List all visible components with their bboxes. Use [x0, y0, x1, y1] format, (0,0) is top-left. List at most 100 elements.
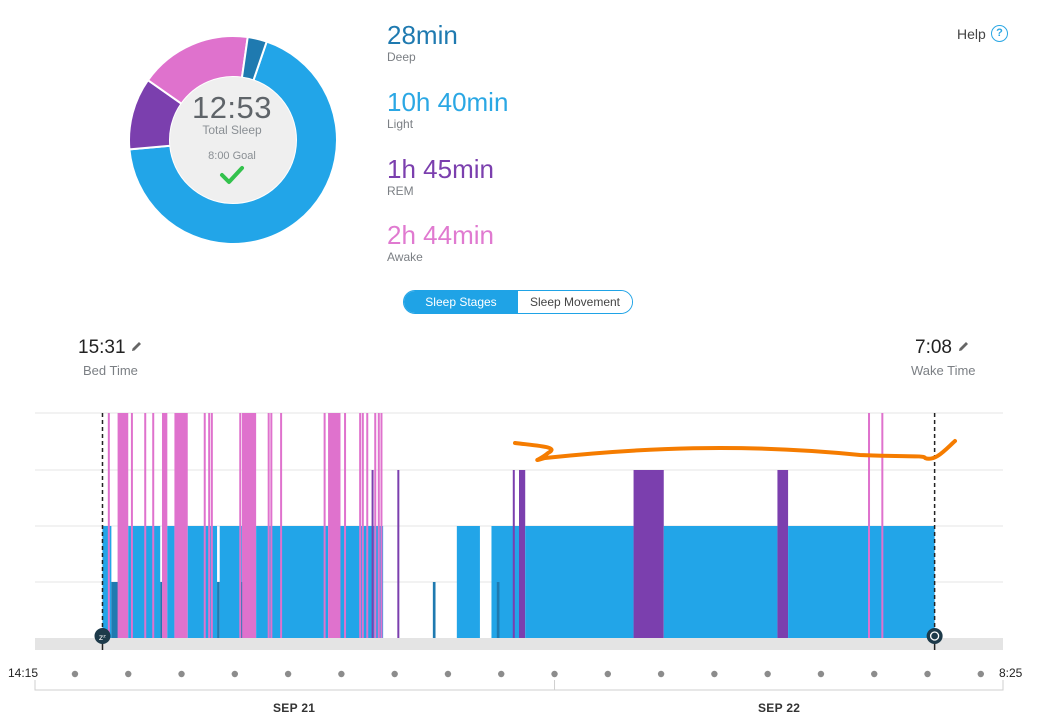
segment-deep-1: [111, 582, 120, 638]
segment-rem-19: [633, 470, 664, 638]
hour-tick-13: [764, 670, 771, 678]
rem-bit-2: [512, 470, 515, 638]
awake-spike-13: [270, 413, 273, 638]
question-circle-icon[interactable]: ?: [991, 25, 1008, 42]
orange-annotation-stroke: [513, 439, 957, 463]
sleep-zz-icon: [94, 628, 111, 644]
awake-spike-15: [323, 413, 326, 638]
segment-rem-17: [519, 470, 526, 638]
edit-bed-time-pencil-icon[interactable]: [130, 340, 143, 353]
total-sleep-label: Total Sleep: [202, 123, 262, 137]
awake-spike-2: [130, 413, 133, 638]
sleep-donut-chart: [128, 35, 338, 245]
awake-spike-12: [267, 413, 270, 638]
segment-light-20: [663, 526, 778, 638]
segment-light-16: [491, 526, 519, 638]
donut-center: [170, 77, 296, 203]
axis-end-time: 8:25: [999, 666, 1023, 680]
awake-spike-0: [107, 413, 110, 638]
awake-spike-10: [239, 413, 242, 638]
hour-tick-12: [711, 670, 718, 678]
awake-spike-9: [210, 413, 213, 638]
segment-awake-13: [328, 413, 341, 638]
hour-tick-2: [178, 670, 185, 678]
bed-time-value[interactable]: 15:31: [78, 337, 126, 358]
hour-tick-16: [924, 670, 931, 678]
hour-tick-10: [604, 670, 612, 678]
deep-duration: 28min: [387, 20, 458, 50]
awake-spike-23: [868, 413, 871, 638]
awake-spike-14: [280, 413, 283, 638]
date-label-sep22: SEP 22: [758, 701, 801, 715]
hour-tick-0: [71, 670, 79, 678]
awake-spike-4: [152, 413, 155, 638]
segment-light-10: [219, 526, 242, 638]
sleep-stages-chart: zᶻ: [34, 412, 1004, 691]
hour-tick-1: [125, 670, 132, 678]
segment-deep-4: [160, 582, 162, 638]
axis-start-time: 14:15: [8, 666, 39, 680]
awake-spike-11: [247, 413, 250, 638]
sleep-zz-glyph: zᶻ: [99, 633, 106, 642]
awake-spike-16: [344, 413, 347, 638]
segment-awake-5: [161, 413, 168, 638]
hour-tick-6: [391, 670, 398, 678]
awake-spike-6: [184, 413, 187, 638]
date-label-sep21: SEP 21: [273, 701, 316, 715]
awake-spike-8: [208, 413, 211, 638]
date-axis-bracket: [34, 680, 1004, 691]
rem-duration: 1h 45min: [387, 154, 494, 184]
hour-tick-9: [551, 670, 558, 678]
segment-deep-9: [217, 582, 220, 638]
checkmark-icon: [220, 166, 244, 184]
wake-time-label: Wake Time: [911, 363, 976, 378]
deep-label: Deep: [387, 50, 416, 64]
light-duration: 10h 40min: [387, 87, 509, 117]
awake-spike-5: [177, 413, 180, 638]
hour-tick-7: [444, 670, 452, 678]
awake-duration: 2h 44min: [387, 220, 494, 250]
segment-light-22: [788, 526, 935, 638]
edit-wake-time-pencil-icon[interactable]: [957, 340, 970, 353]
hour-tick-14: [817, 670, 825, 678]
segment-light-6: [167, 526, 175, 638]
awake-spike-18: [361, 413, 364, 638]
segment-light-12: [256, 526, 329, 638]
awake-spike-17: [359, 413, 362, 638]
view-toggle: Sleep Stages Sleep Movement: [403, 290, 633, 314]
deep-bit-2: [496, 582, 500, 638]
awake-spike-22: [380, 413, 383, 638]
deep-bit-1: [432, 582, 436, 638]
segment-light-18: [525, 526, 634, 638]
rem-label: REM: [387, 184, 414, 198]
rem-bit-1: [397, 470, 400, 638]
hour-tick-3: [231, 670, 239, 678]
wake-time-value[interactable]: 7:08: [915, 337, 952, 358]
alarm-clock-icon: [926, 628, 943, 644]
segment-awake-2: [119, 413, 129, 638]
tab-sleep-stages[interactable]: Sleep Stages: [404, 291, 518, 313]
awake-spike-20: [374, 413, 377, 638]
light-label: Light: [387, 117, 414, 131]
hour-tick-4: [284, 670, 292, 678]
awake-spike-21: [377, 413, 380, 638]
alarm-clock-face: [929, 631, 940, 641]
bed-time-label: Bed Time: [83, 363, 138, 378]
hour-tick-8: [498, 670, 505, 678]
help-link[interactable]: Help: [957, 26, 986, 42]
awake-spike-3: [144, 413, 147, 638]
tab-sleep-movement[interactable]: Sleep Movement: [518, 291, 632, 313]
rem-bit-0: [371, 470, 374, 638]
hour-tick-5: [338, 670, 345, 678]
hour-tick-17: [977, 670, 984, 678]
awake-spike-19: [366, 413, 369, 638]
segment-rem-21: [777, 470, 789, 638]
awake-spike-7: [203, 413, 206, 638]
hour-tick-15: [871, 670, 878, 678]
segment-light-15: [456, 526, 480, 638]
chart-baseline: [35, 638, 1003, 650]
hour-tick-11: [657, 670, 665, 678]
total-sleep-time: 12:53: [191, 90, 273, 125]
awake-spike-24: [881, 413, 884, 638]
awake-spike-1: [117, 413, 120, 638]
